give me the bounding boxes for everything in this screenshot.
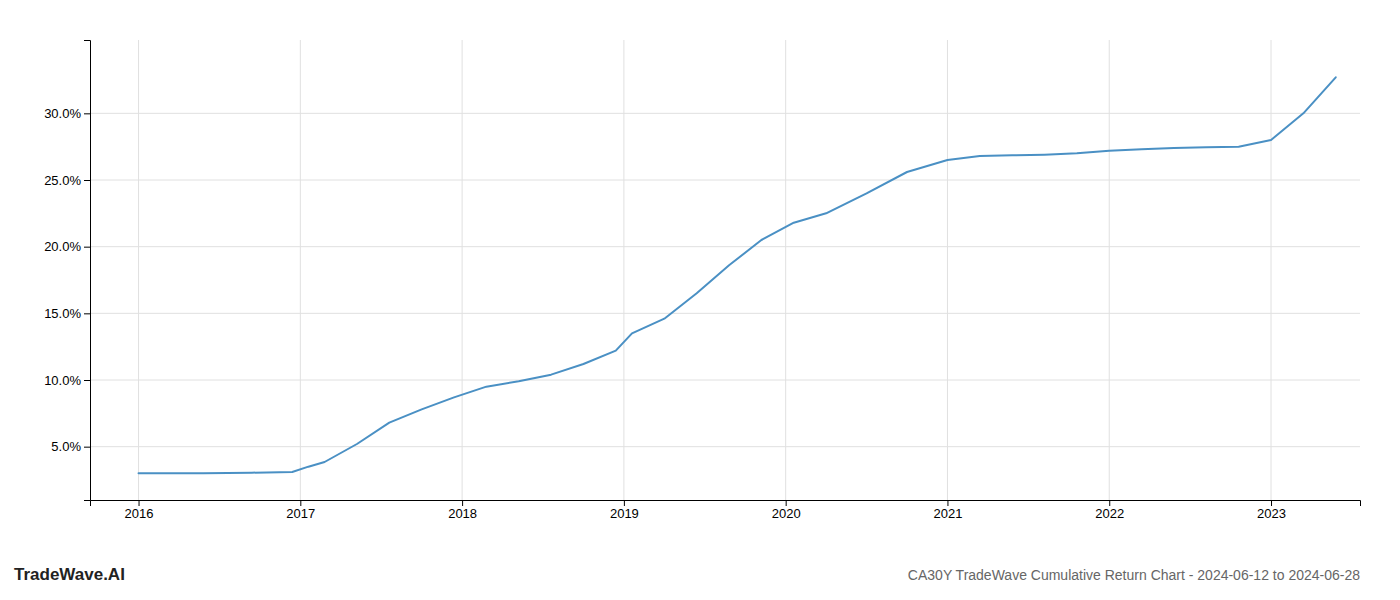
y-axis: 5.0% 10.0% 15.0% 20.0% 25.0% 30.0% — [44, 41, 90, 501]
line — [139, 77, 1336, 473]
y-tick: 5.0% — [51, 439, 90, 454]
y-tick: 10.0% — [44, 373, 90, 388]
y-tick-label: 30.0% — [44, 106, 81, 121]
y-tick-label: 20.0% — [44, 239, 81, 254]
y-tick: 20.0% — [44, 239, 90, 254]
x-axis: 2016 2017 2018 2019 2020 2021 2022 2023 — [91, 500, 1361, 521]
y-tick-label: 25.0% — [44, 173, 81, 188]
grid-line — [90, 180, 1360, 181]
x-tick-label: 2017 — [286, 506, 315, 521]
y-tick-mark — [84, 247, 90, 248]
plot-area: 2016 2017 2018 2019 2020 2021 2022 2023 5.0% 10.0… — [44, 40, 1360, 521]
chart: 2016 2017 2018 2019 2020 2021 2022 2023 5.0% 10.0… — [0, 0, 1400, 600]
x-tick-mark — [1271, 500, 1272, 506]
x-axis-line — [91, 501, 1361, 507]
grid-line — [1109, 40, 1110, 500]
x-tick: 2016 — [125, 500, 154, 521]
y-tick: 30.0% — [44, 106, 90, 121]
x-tick-label: 2022 — [1095, 506, 1124, 521]
x-tick: 2018 — [448, 500, 477, 521]
y-tick-mark — [84, 380, 90, 381]
y-tick-mark — [84, 113, 90, 114]
y-axis-line — [84, 41, 91, 501]
title: CA30Y TradeWave Cumulative Return Chart … — [908, 567, 1360, 583]
grid-line — [300, 40, 301, 500]
y-tick-mark — [84, 447, 90, 448]
y-tick-label: 10.0% — [44, 373, 81, 388]
x-tick-label: 2018 — [448, 506, 477, 521]
x-tick-mark — [300, 500, 301, 506]
grid-line — [90, 246, 1360, 247]
y-tick-label: 5.0% — [51, 439, 81, 454]
x-tick-label: 2020 — [772, 506, 801, 521]
x-tick: 2023 — [1257, 500, 1286, 521]
x-tick: 2019 — [610, 500, 639, 521]
grid-line — [90, 380, 1360, 381]
x-tick-label: 2021 — [933, 506, 962, 521]
grid-line — [90, 446, 1360, 447]
x-tick: 2017 — [286, 500, 315, 521]
x-tick-mark — [462, 500, 463, 506]
grid-line — [947, 40, 948, 500]
x-tick-label: 2016 — [125, 506, 154, 521]
watermark: TradeWave.AI — [14, 565, 125, 584]
x-tick-mark — [624, 500, 625, 506]
marks — [139, 77, 1336, 473]
grid — [90, 40, 1360, 500]
x-tick-mark — [1109, 500, 1110, 506]
x-tick-mark — [786, 500, 787, 506]
x-tick: 2022 — [1095, 500, 1124, 521]
x-tick: 2021 — [933, 500, 962, 521]
y-tick-label: 15.0% — [44, 306, 81, 321]
grid-line — [623, 40, 624, 500]
y-tick: 25.0% — [44, 173, 90, 188]
x-tick-label: 2023 — [1257, 506, 1286, 521]
grid-line — [138, 40, 139, 500]
x-tick-mark — [947, 500, 948, 506]
y-tick: 15.0% — [44, 306, 90, 321]
grid-line — [462, 40, 463, 500]
y-tick-mark — [84, 313, 90, 314]
grid-line — [90, 113, 1360, 114]
x-tick: 2020 — [772, 500, 801, 521]
y-tick-mark — [84, 180, 90, 181]
grid-line — [90, 313, 1360, 314]
x-tick-mark — [139, 500, 140, 506]
grid-line — [785, 40, 786, 500]
x-tick-label: 2019 — [610, 506, 639, 521]
grid-line — [1271, 40, 1272, 500]
